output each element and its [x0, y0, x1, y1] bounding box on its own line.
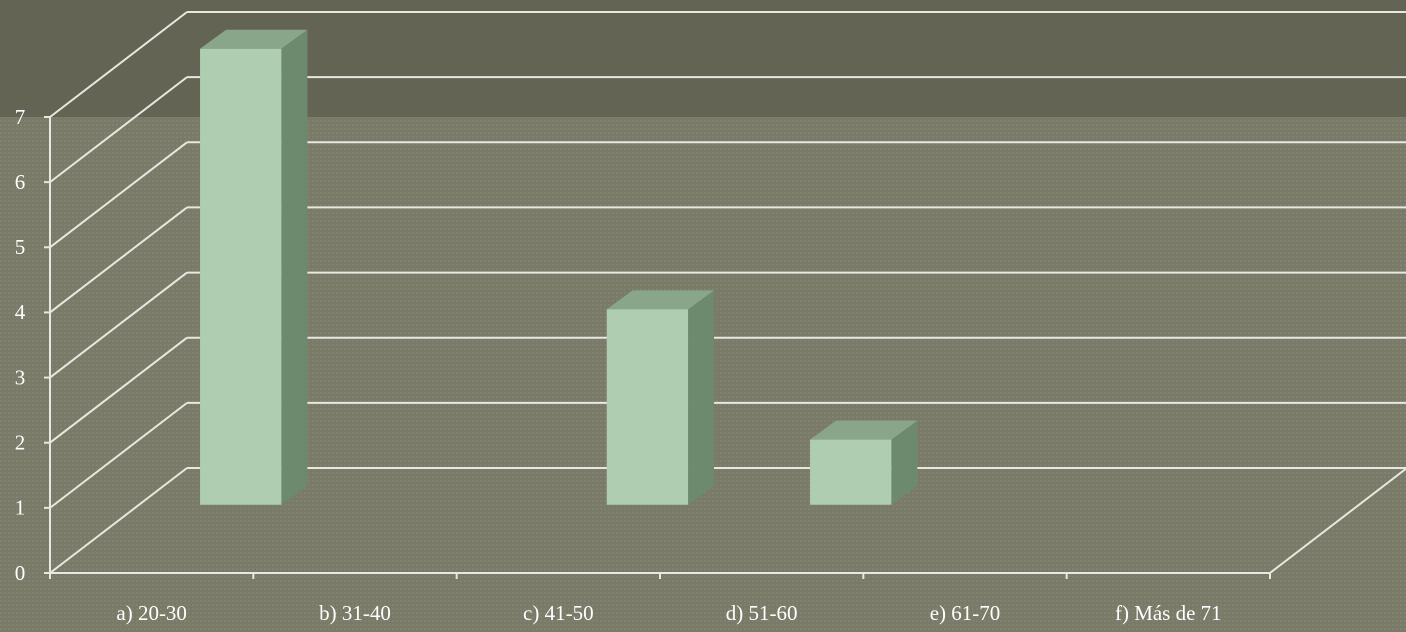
bar: [606, 290, 715, 505]
y-tick-label: 1: [15, 496, 26, 520]
bar-side: [281, 29, 308, 505]
bar-top: [606, 290, 715, 310]
y-tick-label: 6: [15, 170, 26, 194]
bar-front: [200, 48, 282, 505]
y-tick-label: 0: [15, 561, 26, 585]
bar-side: [891, 420, 918, 505]
y-tick-label: 4: [15, 300, 26, 324]
floor-edge: [1269, 467, 1406, 574]
grid-line: [49, 11, 188, 118]
grid-line: [49, 336, 188, 444]
grid-line: [49, 76, 188, 183]
grid-line: [49, 271, 188, 379]
bar: [200, 29, 308, 505]
x-tick-label: f) Más de 71: [1115, 601, 1222, 625]
y-tick-label: 5: [15, 235, 26, 259]
bar-front: [606, 309, 689, 505]
x-tick-label: e) 61-70: [930, 601, 1001, 625]
x-tick-label: a) 20-30: [116, 601, 187, 625]
bar-side: [688, 290, 715, 505]
bar-top: [200, 29, 308, 49]
y-tick-label: 2: [15, 431, 26, 455]
bar: [810, 420, 918, 505]
grid-line: [49, 206, 188, 314]
y-tick-label: 7: [15, 105, 26, 129]
x-tick-label: c) 41-50: [523, 601, 594, 625]
grid-line: [49, 467, 188, 574]
bar-front: [810, 439, 892, 505]
grid-line: [49, 141, 188, 249]
x-tick-label: d) 51-60: [726, 601, 798, 625]
x-tick-label: b) 31-40: [319, 601, 391, 625]
y-tick-label: 3: [15, 365, 26, 389]
grid-line: [49, 402, 188, 509]
bar-top: [810, 420, 918, 440]
